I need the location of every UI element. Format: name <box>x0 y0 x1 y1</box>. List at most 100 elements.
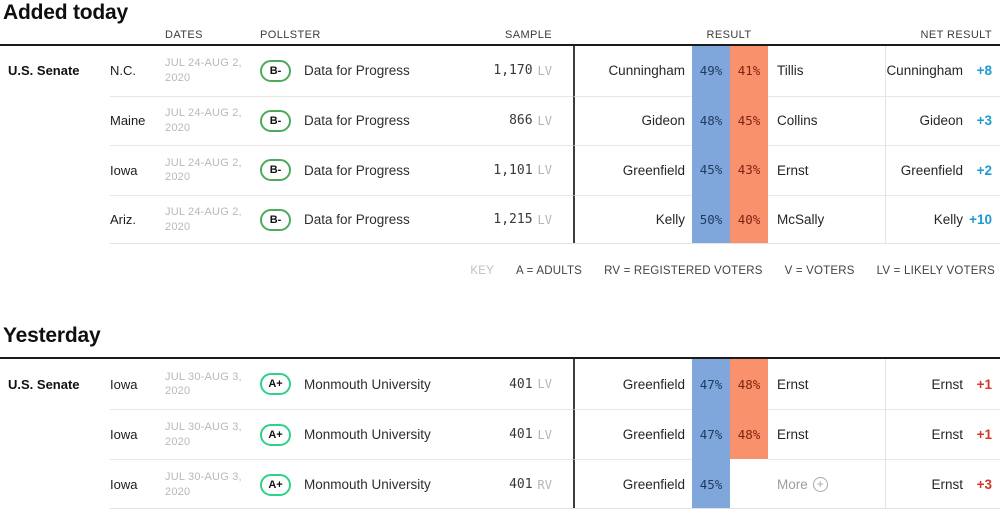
net-leader-name: Ernst <box>885 359 963 409</box>
sample-size: 866 <box>509 113 533 129</box>
dates-label: JUL 24-AUG 2, 2020 <box>165 95 260 146</box>
net-result-value: +1 <box>976 376 992 392</box>
dates-label: JUL 30-AUG 3, 2020 <box>165 409 260 459</box>
state-label: Iowa <box>110 376 138 392</box>
net-result-value: +2 <box>963 145 1000 195</box>
yesterday-section: Yesterday U.S. Senate Iowa JUL 30-AUG 3,… <box>0 323 1000 509</box>
circle-plus-icon: + <box>812 477 828 492</box>
dem-candidate-name: Greenfield <box>573 409 692 459</box>
poll-row: Iowa JUL 30-AUG 3, 2020 A+ Monmouth Univ… <box>0 459 1000 509</box>
dem-candidate-name: Cunningham <box>573 46 692 96</box>
key-item-voters: V = VOTERS <box>784 265 855 277</box>
dates-label: JUL 24-AUG 2, 2020 <box>165 57 242 84</box>
poll-row: U.S. Senate N.C. JUL 24-AUG 2, 2020 B- D… <box>0 46 1000 96</box>
pollster-grade-badge[interactable]: B- <box>260 109 291 132</box>
sample-type: LV <box>537 163 552 178</box>
dates-label: JUL 24-AUG 2, 2020 <box>165 145 260 195</box>
section-title-yesterday: Yesterday <box>3 324 101 347</box>
gop-pct-box: 45% <box>730 95 768 145</box>
gop-pct-box: 48% <box>730 409 768 459</box>
pollster-link[interactable]: Data for Progress <box>304 194 480 245</box>
gop-candidate-name: Ernst <box>777 376 809 392</box>
pollster-link[interactable]: Monmouth University <box>304 409 480 459</box>
pollster-grade-badge[interactable]: B- <box>260 208 291 231</box>
sample-type: LV <box>537 63 552 78</box>
poll-row: Iowa JUL 30-AUG 3, 2020 A+ Monmouth Univ… <box>0 409 1000 459</box>
pollster-grade-badge[interactable]: A+ <box>260 373 291 395</box>
dem-candidate-name: Greenfield <box>573 359 692 409</box>
more-results-label: More <box>777 477 808 492</box>
gop-pct-box: 43% <box>730 145 768 195</box>
dem-pct-box: 48% <box>692 95 730 145</box>
gop-pct-box: 41% <box>730 46 768 96</box>
sample-size: 401 <box>509 427 533 442</box>
column-header-sample: SAMPLE <box>504 29 552 41</box>
state-label: Iowa <box>110 459 165 509</box>
gop-candidate-name: Tillis <box>777 63 804 79</box>
net-result-value: +10 <box>963 194 1000 245</box>
net-result-value: +3 <box>963 95 1000 146</box>
dem-candidate-name: Greenfield <box>573 459 692 509</box>
sample-size: 1,170 <box>493 63 533 79</box>
sample-size: 1,215 <box>493 212 533 228</box>
state-label: Maine <box>110 95 165 146</box>
dem-pct-box: 45% <box>692 145 730 195</box>
added-today-table: U.S. Senate N.C. JUL 24-AUG 2, 2020 B- D… <box>0 46 1000 244</box>
poll-row: U.S. Senate Iowa JUL 30-AUG 3, 2020 A+ M… <box>0 359 1000 409</box>
sample-size: 401 <box>509 376 533 392</box>
key-item-adults: A = ADULTS <box>516 265 583 277</box>
column-header-dates: DATES <box>165 29 203 41</box>
pollster-link[interactable]: Data for Progress <box>304 95 480 146</box>
pollster-link[interactable]: Data for Progress <box>304 63 410 79</box>
pollster-grade-badge[interactable]: B- <box>260 159 291 182</box>
dem-pct-box: 47% <box>692 359 730 409</box>
pollster-grade-badge[interactable]: B- <box>260 59 291 82</box>
pollster-link[interactable]: Monmouth University <box>304 376 431 392</box>
race-label: U.S. Senate <box>8 376 80 392</box>
gop-pct-box: 40% <box>730 194 768 244</box>
poll-row: Ariz. JUL 24-AUG 2, 2020 B- Data for Pro… <box>0 194 1000 245</box>
gop-candidate-name: Collins <box>768 95 885 146</box>
column-header-net-result: NET RESULT <box>920 29 992 41</box>
column-header-pollster: POLLSTER <box>260 29 321 41</box>
dates-label: JUL 30-AUG 3, 2020 <box>165 459 260 509</box>
sample-key-legend: KEY A = ADULTS RV = REGISTERED VOTERS V … <box>0 265 1000 277</box>
pollster-grade-badge[interactable]: A+ <box>260 473 291 496</box>
pollster-grade-badge[interactable]: A+ <box>260 423 291 446</box>
net-result-value: +3 <box>963 459 1000 509</box>
state-label: Iowa <box>110 409 165 459</box>
gop-candidate-name: McSally <box>768 194 885 245</box>
dates-label: JUL 24-AUG 2, 2020 <box>165 194 260 245</box>
pollster-link[interactable]: Data for Progress <box>304 145 480 195</box>
column-header-result: RESULT <box>706 29 752 41</box>
pollster-link[interactable]: Monmouth University <box>304 459 480 509</box>
dem-pct-box: 47% <box>692 409 730 459</box>
race-label: U.S. Senate <box>8 63 80 79</box>
net-leader-name: Ernst <box>885 459 963 509</box>
sample-type: LV <box>537 113 552 128</box>
gop-pct-box: 48% <box>730 359 768 409</box>
dem-pct-box: 45% <box>692 459 730 509</box>
key-label: KEY <box>470 265 495 277</box>
gop-candidate-name: Ernst <box>768 145 885 195</box>
sample-size: 1,101 <box>493 162 533 178</box>
dem-candidate-name: Gideon <box>573 95 692 145</box>
key-item-likely-voters: LV = LIKELY VOTERS <box>876 265 995 277</box>
gop-candidate-name: Ernst <box>768 409 885 459</box>
gop-pct-box-empty <box>730 459 768 509</box>
poll-row: Maine JUL 24-AUG 2, 2020 B- Data for Pro… <box>0 95 1000 146</box>
sample-size: 401 <box>509 477 533 492</box>
sample-type: LV <box>537 427 552 442</box>
net-result-value: +8 <box>976 63 992 79</box>
dem-candidate-name: Greenfield <box>573 145 692 195</box>
more-results-link[interactable]: More + <box>777 477 828 492</box>
sample-type: LV <box>537 377 552 391</box>
poll-row: Iowa JUL 24-AUG 2, 2020 B- Data for Prog… <box>0 145 1000 195</box>
dem-candidate-name: Kelly <box>573 194 692 244</box>
state-label: Ariz. <box>110 194 165 245</box>
section-title-added-today: Added today <box>3 1 128 24</box>
state-label: Iowa <box>110 145 165 195</box>
net-leader-name: Gideon <box>885 95 963 145</box>
state-label: N.C. <box>110 63 136 79</box>
yesterday-table: U.S. Senate Iowa JUL 30-AUG 3, 2020 A+ M… <box>0 357 1000 509</box>
